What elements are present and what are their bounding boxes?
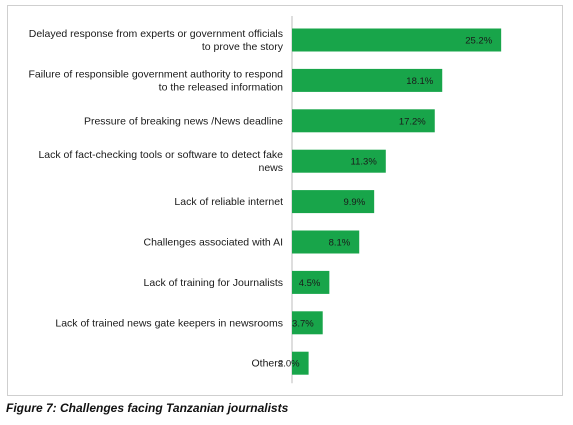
bars-group: 25.2% 18.1% 17.2% 11.3% 9.9% 8.1% 4.5% 3.7% 2.0% — [278, 28, 502, 375]
bar-5 — [292, 190, 375, 214]
bar-2 — [292, 68, 443, 92]
bar-chart: 25.2% 18.1% 17.2% 11.3% 9.9% 8.1% 4.5% 3.7% 2.0%… — [29, 16, 502, 384]
category-labels-group: Delayed response from experts or governm… — [29, 28, 284, 370]
category-label-6: Challenges associated with AI — [144, 237, 284, 249]
data-label-1: 25.2% — [465, 36, 492, 47]
data-label-5: 9.9% — [344, 197, 366, 208]
category-label-8: Lack of trained news gate keepers in new… — [55, 317, 283, 329]
bar-9 — [292, 351, 309, 375]
data-label-8: 3.7% — [292, 318, 314, 329]
data-label-2: 18.1% — [406, 76, 433, 87]
category-label-3: Pressure of breaking news /News deadline — [84, 115, 283, 127]
category-label-9: Others — [251, 358, 283, 370]
category-label-1: Delayed response from experts or governm… — [29, 28, 284, 53]
data-label-3: 17.2% — [399, 116, 426, 127]
data-label-7: 4.5% — [299, 278, 321, 289]
figure-caption: Figure 7: Challenges facing Tanzanian jo… — [6, 401, 289, 415]
bar-7 — [292, 270, 330, 294]
data-label-6: 8.1% — [329, 238, 351, 249]
bar-4 — [292, 149, 386, 173]
bar-3 — [292, 109, 435, 133]
bar-1 — [292, 28, 502, 52]
data-label-4: 11.3% — [351, 157, 378, 168]
category-label-7: Lack of training for Journalists — [144, 277, 283, 289]
bar-8 — [292, 311, 323, 335]
category-label-5: Lack of reliable internet — [174, 196, 283, 208]
bar-6 — [292, 230, 360, 254]
chart-frame — [7, 5, 563, 396]
data-label-9: 2.0% — [278, 359, 300, 370]
category-label-2: Failure of responsible government author… — [29, 68, 284, 93]
category-label-4: Lack of fact-checking tools or software … — [38, 149, 283, 174]
